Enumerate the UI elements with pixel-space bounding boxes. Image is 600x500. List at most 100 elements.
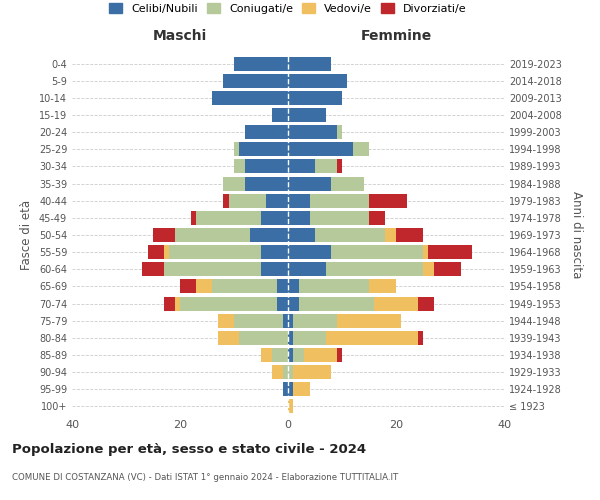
Bar [315, 160, 337, 173]
Bar [261, 211, 288, 225]
Bar [418, 296, 434, 310]
Bar [245, 176, 288, 190]
Bar [337, 348, 342, 362]
Bar [266, 194, 288, 207]
Text: COMUNE DI COSTANZANA (VC) - Dati ISTAT 1° gennaio 2024 - Elaborazione TUTTITALIA: COMUNE DI COSTANZANA (VC) - Dati ISTAT 1… [12, 472, 398, 482]
Bar [164, 296, 175, 310]
Y-axis label: Fasce di età: Fasce di età [20, 200, 33, 270]
Bar [293, 331, 326, 345]
Text: Femmine: Femmine [361, 29, 431, 43]
Bar [293, 348, 304, 362]
Bar [245, 125, 288, 139]
Bar [288, 142, 353, 156]
Bar [212, 280, 277, 293]
Bar [261, 348, 272, 362]
Bar [310, 211, 369, 225]
Bar [288, 125, 337, 139]
Bar [272, 108, 288, 122]
Bar [288, 382, 293, 396]
Bar [223, 74, 288, 88]
Legend: Celibi/Nubili, Coniugati/e, Vedovi/e, Divorziati/e: Celibi/Nubili, Coniugati/e, Vedovi/e, Di… [109, 3, 467, 13]
Bar [288, 211, 310, 225]
Bar [196, 280, 212, 293]
Bar [288, 74, 347, 88]
Bar [148, 245, 164, 259]
Bar [331, 245, 423, 259]
Bar [288, 245, 331, 259]
Bar [288, 348, 293, 362]
Bar [261, 262, 288, 276]
Bar [283, 382, 288, 396]
Bar [218, 314, 234, 328]
Bar [293, 365, 331, 379]
Bar [288, 365, 293, 379]
Bar [196, 211, 261, 225]
Bar [169, 245, 261, 259]
Bar [369, 280, 396, 293]
Bar [396, 228, 423, 242]
Bar [337, 125, 342, 139]
Bar [288, 331, 293, 345]
Bar [423, 245, 428, 259]
Bar [234, 314, 283, 328]
Bar [223, 176, 245, 190]
Bar [288, 194, 310, 207]
Bar [229, 194, 266, 207]
Bar [288, 400, 293, 413]
Bar [293, 382, 310, 396]
Bar [288, 56, 331, 70]
Bar [337, 314, 401, 328]
Bar [288, 280, 299, 293]
Bar [326, 331, 418, 345]
Bar [288, 108, 326, 122]
Bar [245, 160, 288, 173]
Bar [218, 331, 239, 345]
Bar [283, 314, 288, 328]
Text: Popolazione per età, sesso e stato civile - 2024: Popolazione per età, sesso e stato civil… [12, 442, 366, 456]
Bar [288, 314, 293, 328]
Bar [374, 296, 418, 310]
Bar [310, 194, 369, 207]
Bar [337, 160, 342, 173]
Bar [288, 160, 315, 173]
Bar [164, 245, 169, 259]
Bar [212, 91, 288, 105]
Bar [175, 228, 250, 242]
Bar [304, 348, 337, 362]
Bar [299, 280, 369, 293]
Bar [250, 228, 288, 242]
Bar [331, 176, 364, 190]
Bar [175, 296, 180, 310]
Bar [428, 245, 472, 259]
Bar [299, 296, 374, 310]
Bar [277, 296, 288, 310]
Bar [353, 142, 369, 156]
Bar [369, 194, 407, 207]
Bar [288, 228, 315, 242]
Bar [434, 262, 461, 276]
Bar [239, 142, 288, 156]
Bar [288, 176, 331, 190]
Bar [326, 262, 423, 276]
Bar [288, 91, 342, 105]
Bar [277, 280, 288, 293]
Bar [180, 280, 196, 293]
Bar [293, 314, 337, 328]
Bar [191, 211, 196, 225]
Bar [153, 228, 175, 242]
Bar [234, 56, 288, 70]
Bar [423, 262, 434, 276]
Bar [272, 365, 283, 379]
Bar [369, 211, 385, 225]
Bar [315, 228, 385, 242]
Bar [164, 262, 261, 276]
Bar [142, 262, 164, 276]
Bar [272, 348, 288, 362]
Bar [288, 296, 299, 310]
Bar [180, 296, 277, 310]
Y-axis label: Anni di nascita: Anni di nascita [570, 192, 583, 278]
Bar [385, 228, 396, 242]
Bar [223, 194, 229, 207]
Text: Maschi: Maschi [153, 29, 207, 43]
Bar [234, 160, 245, 173]
